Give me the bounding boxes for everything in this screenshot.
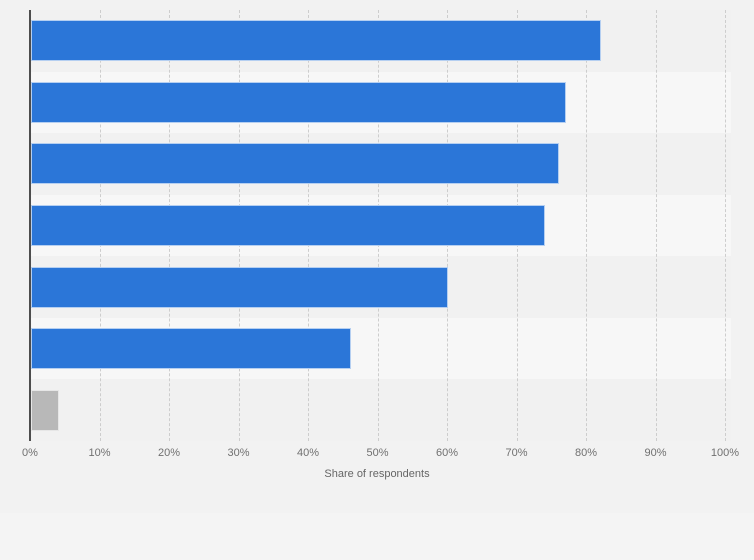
plot-band-stripe <box>30 379 731 441</box>
y-axis-line <box>29 10 31 441</box>
x-tick-label: 100% <box>710 447 740 459</box>
x-tick-label: 80% <box>574 447 598 459</box>
bar[interactable] <box>31 143 560 185</box>
gridline <box>725 10 726 441</box>
x-tick-label: 20% <box>157 447 181 459</box>
footer-area <box>0 513 754 560</box>
gridline <box>655 10 657 441</box>
gridline <box>586 10 587 441</box>
bar[interactable] <box>31 20 601 62</box>
bar[interactable] <box>31 389 59 431</box>
bar[interactable] <box>31 81 567 123</box>
plot-area <box>29 10 731 441</box>
x-tick-label: 40% <box>296 447 320 459</box>
x-tick-label: 50% <box>366 447 389 459</box>
bar[interactable] <box>31 266 448 308</box>
x-tick-label: 90% <box>644 447 667 459</box>
bar[interactable] <box>31 205 546 246</box>
x-tick-label: 60% <box>435 447 459 459</box>
x-tick-label: 0% <box>22 447 38 459</box>
x-tick-label: 30% <box>227 447 250 459</box>
x-tick-label: 70% <box>505 447 528 459</box>
x-tick-label: 10% <box>88 447 111 459</box>
bar[interactable] <box>31 328 351 370</box>
x-axis-title: Share of respondents <box>324 468 430 480</box>
